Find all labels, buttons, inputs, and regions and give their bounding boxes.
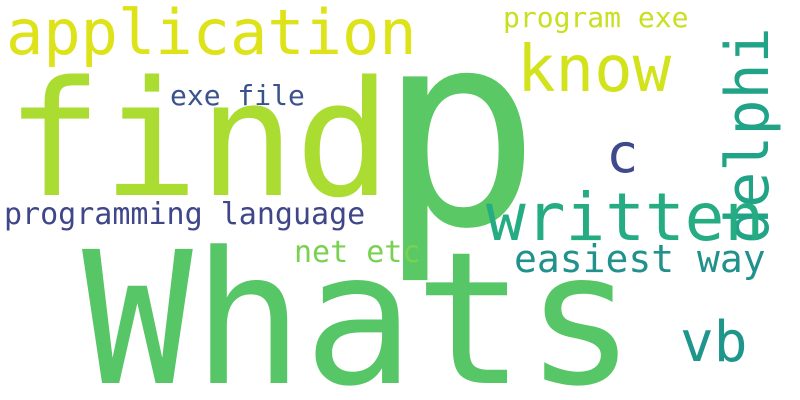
word-application: application — [6, 0, 417, 69]
word-written: written — [486, 179, 765, 256]
word-net-etc: net etc — [294, 235, 421, 270]
word-know: know — [517, 33, 672, 107]
word-vb: vb — [680, 310, 748, 375]
word-programming-language: programming language — [4, 197, 366, 232]
word-whats: Whats — [82, 213, 636, 400]
word-c: c — [606, 122, 639, 185]
word-find: find — [6, 46, 392, 233]
word-exe-file: exe file — [170, 79, 305, 112]
word-program-exe: program exe — [503, 1, 689, 34]
word-easiest-way: easiest way — [514, 237, 766, 281]
word-p: p — [378, 0, 541, 288]
